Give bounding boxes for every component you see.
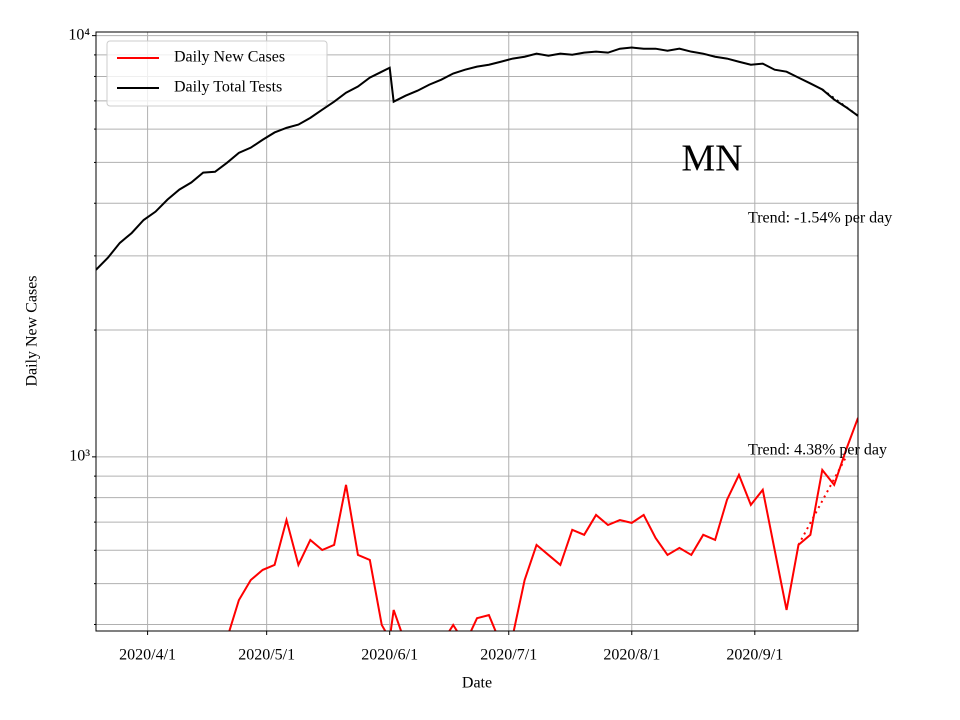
x-axis-label: Date (462, 675, 492, 692)
x-tick-label: 2020/8/1 (603, 647, 660, 664)
legend: Daily New Cases Daily Total Tests (106, 40, 328, 107)
legend-label: Daily Total Tests (174, 79, 282, 96)
trend-annotation: Trend: 4.38% per day (748, 442, 887, 459)
series-line (228, 417, 858, 631)
y-tick-label: 10³ (69, 448, 90, 465)
trend-annotation: Trend: -1.54% per day (748, 210, 892, 227)
trend-line (821, 88, 858, 117)
x-tick-label: 2020/7/1 (480, 647, 537, 664)
y-axis-label: Daily New Cases (24, 275, 41, 386)
plot-lines (96, 46, 858, 631)
x-tick-label: 2020/9/1 (726, 647, 783, 664)
legend-label: Daily New Cases (174, 49, 285, 66)
series-line (96, 46, 858, 271)
plot-frame (95, 31, 859, 632)
y-tick-label: 10⁴ (68, 26, 90, 43)
state-label: MN (681, 138, 742, 180)
legend-box (106, 40, 328, 107)
x-tick-label: 2020/5/1 (238, 647, 295, 664)
ticks: 10³ 10⁴ 2020/4/1 2020/5/1 2020/6/1 2020/7/1 20… (68, 26, 783, 663)
x-tick-label: 2020/4/1 (119, 647, 176, 664)
grid (96, 32, 858, 631)
x-tick-label: 2020/6/1 (361, 647, 418, 664)
